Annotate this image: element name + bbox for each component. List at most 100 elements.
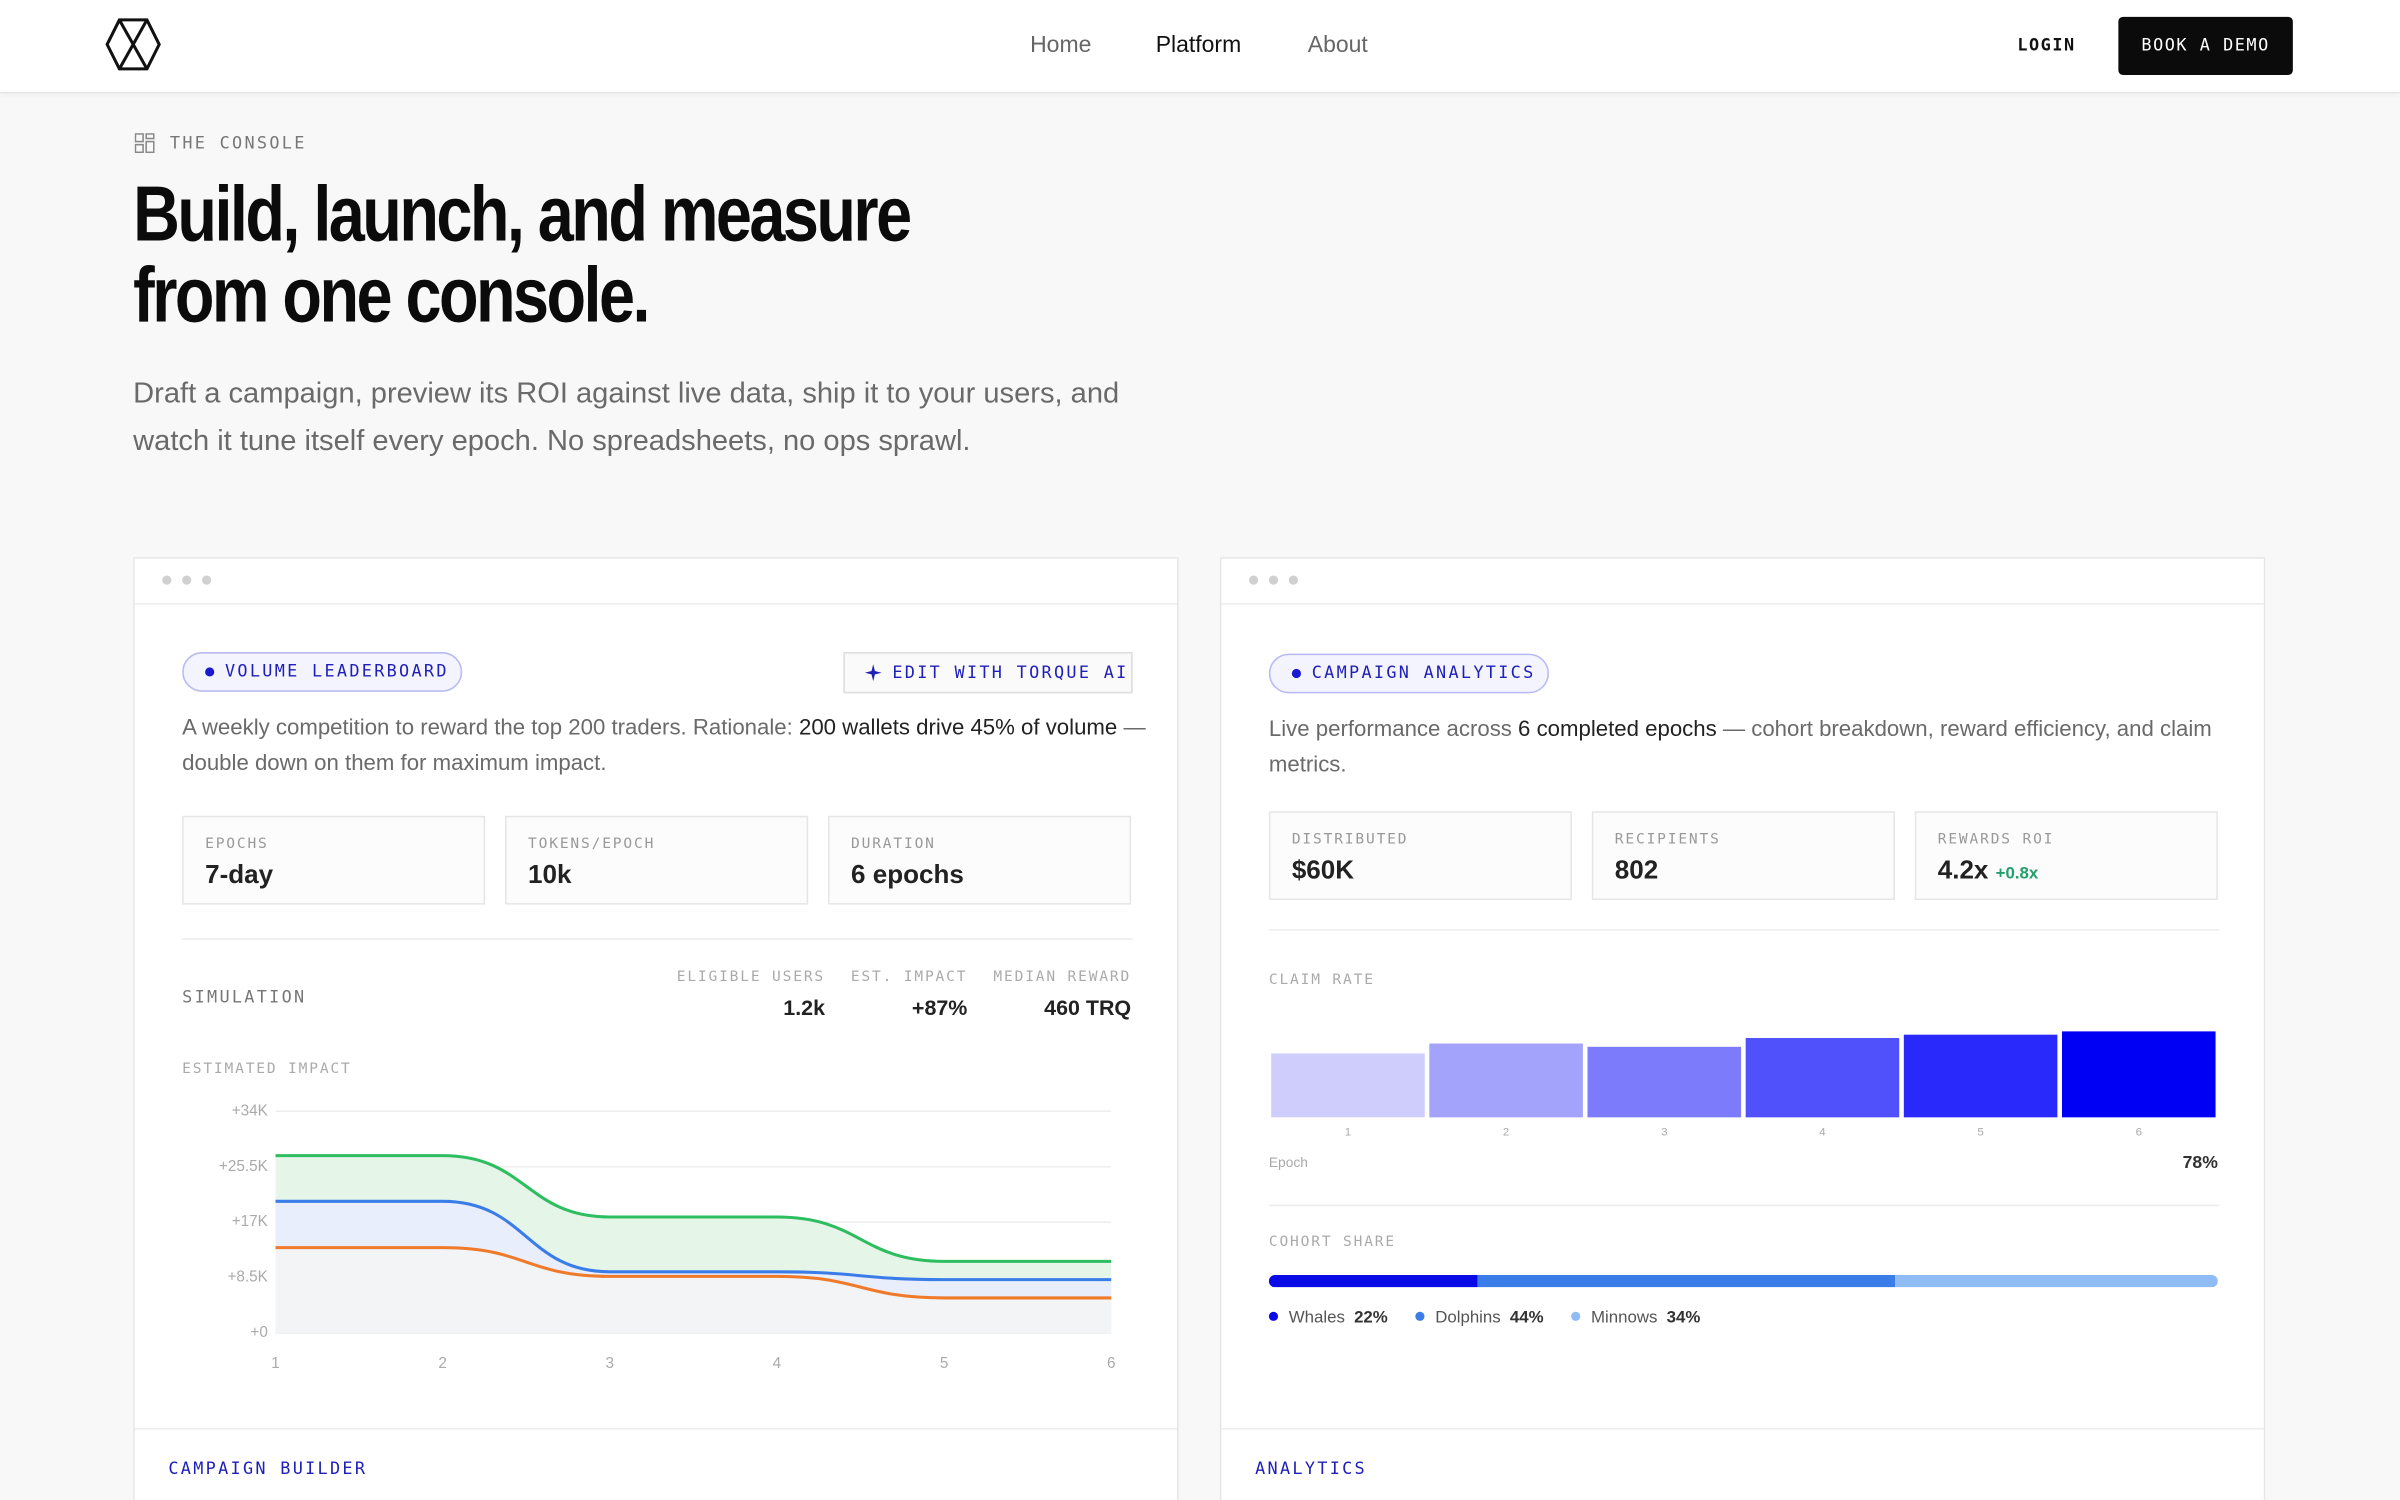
stat-value: 6 epochs — [851, 860, 964, 890]
line — [275, 1199, 1112, 1282]
metric: EST. IMPACT +87% — [851, 969, 968, 1020]
y-tick-label: +25.5K — [219, 1158, 269, 1175]
analytics-card: CAMPAIGN ANALYTICS Live performance acro… — [1219, 557, 2266, 1500]
stat-box: DURATION 6 epochs — [828, 815, 1132, 905]
value-label: 78% — [2183, 1152, 2219, 1172]
x-tick-label: 2 — [438, 1355, 447, 1372]
stat-box: TOKENS/EPOCH 10k — [505, 815, 809, 905]
cohort-segment — [1895, 1274, 2218, 1288]
line — [275, 1154, 1112, 1263]
divider — [1268, 1204, 2220, 1207]
nav-link[interactable]: About — [1307, 32, 1368, 59]
legend-name: Dolphins — [1435, 1307, 1500, 1326]
bar — [1271, 1053, 1425, 1118]
highlight: 6 completed epochs — [1518, 717, 1717, 743]
text: — cohort breakdown, reward efficiency, a… — [1268, 717, 2212, 778]
stat-label: REWARDS ROI — [1937, 831, 2055, 848]
text: A weekly competition to reward the top 2… — [182, 716, 799, 741]
stat-label: RECIPIENTS — [1614, 831, 1721, 848]
card-footer: ANALYTICS — [1255, 1458, 1368, 1479]
edit-label: EDIT WITH TORQUE AI — [892, 662, 1129, 683]
bar — [2061, 1031, 2216, 1118]
card-footer: CAMPAIGN BUILDER — [168, 1458, 368, 1479]
nav-link[interactable]: Platform — [1155, 32, 1242, 59]
x-tick-label: 1 — [1345, 1127, 1351, 1139]
window-bar — [134, 559, 1178, 605]
cohort-segment — [1268, 1274, 1478, 1288]
stat-label: DURATION — [851, 835, 936, 853]
divider — [134, 1428, 1178, 1430]
y-tick-label: +17K — [232, 1213, 269, 1230]
legend-dot — [1571, 1311, 1581, 1321]
y-tick-label: +0 — [250, 1324, 267, 1341]
book-demo-button[interactable]: BOOK A DEMO — [2118, 16, 2293, 75]
chart-title: ESTIMATED IMPACT — [182, 1060, 352, 1078]
hero-title-line: from one console. — [133, 251, 650, 339]
divider — [182, 938, 1133, 940]
stat-label: TOKENS/EPOCH — [528, 835, 656, 853]
stat-box: REWARDS ROI 4.2x +0.8x — [1914, 811, 2218, 900]
bar — [1429, 1043, 1583, 1118]
sparkle-icon — [864, 664, 882, 682]
legend-name: Whales — [1289, 1307, 1345, 1326]
legend-value: 34% — [1667, 1307, 1701, 1326]
bar — [1745, 1037, 1900, 1118]
stat-box: EPOCHS 7-day — [182, 815, 486, 905]
x-axis-label: Epoch — [1269, 1155, 1308, 1170]
stat-value: 4.2x +0.8x — [1938, 856, 2039, 887]
edit-button[interactable]: EDIT WITH TORQUE AI — [843, 652, 1133, 694]
x-tick-label: 4 — [773, 1355, 782, 1372]
logo[interactable] — [104, 17, 162, 72]
bar — [1903, 1034, 2058, 1118]
metric-label: MEDIAN REWARD — [993, 968, 1132, 986]
hero-title: Build, launch, and measure from one cons… — [133, 169, 912, 339]
x-tick-label: 5 — [1977, 1127, 1983, 1139]
metric: ELIGIBLE USERS 1.2k — [677, 969, 825, 1020]
hero-title-line: Build, launch, and measure — [133, 169, 912, 258]
stat-label: DISTRIBUTED — [1291, 831, 1409, 848]
bar — [1587, 1046, 1742, 1118]
hero-subtitle: Draft a campaign, preview its ROI agains… — [133, 370, 1119, 465]
delta: +0.8x — [1995, 864, 2039, 884]
metric-label: ELIGIBLE USERS — [676, 968, 825, 986]
navbar: Home Platform About LOGIN BOOK A DEMO — [0, 0, 2400, 94]
chart-title: COHORT SHARE — [1268, 1233, 1396, 1251]
metric: MEDIAN REWARD 460 TRQ — [993, 969, 1131, 1020]
nav-link[interactable]: Home — [1030, 32, 1092, 59]
legend-dot — [1415, 1311, 1425, 1321]
section-title: SIMULATION — [182, 987, 307, 1008]
stat-label: EPOCHS — [205, 835, 269, 853]
eyebrow: THE CONSOLE — [169, 133, 307, 154]
stat-value: 7-day — [205, 860, 274, 890]
description: A weekly competition to reward the top 2… — [182, 712, 1146, 782]
window-bar — [1221, 559, 2264, 605]
y-tick-label: +8.5K — [227, 1269, 268, 1286]
metric-value: 460 TRQ — [1044, 994, 1132, 1020]
x-tick-label: 4 — [1819, 1127, 1826, 1139]
stat-value: 802 — [1614, 855, 1659, 885]
value: 4.2x — [1937, 855, 1989, 885]
tag: CAMPAIGN ANALYTICS — [1268, 653, 1549, 694]
x-tick-label: 3 — [1661, 1127, 1667, 1139]
line — [275, 1246, 1112, 1300]
chart-title: CLAIM RATE — [1268, 971, 1375, 989]
login[interactable]: LOGIN — [2017, 35, 2076, 56]
cohort-segment — [1477, 1274, 1896, 1288]
legend-dot — [1268, 1311, 1279, 1321]
description: Live performance across 6 completed epoc… — [1269, 713, 2233, 783]
x-tick-label: 3 — [606, 1355, 615, 1372]
metric-value: +87% — [911, 994, 968, 1020]
legend-value: 44% — [1510, 1307, 1544, 1326]
divider — [1268, 929, 2220, 931]
metric-label: EST. IMPACT — [850, 968, 968, 986]
text: — double down on them for maximum impact… — [182, 716, 1146, 777]
area — [275, 1247, 1112, 1334]
stat-value: $60K — [1291, 855, 1355, 885]
y-tick-label: +34K — [232, 1102, 269, 1119]
x-tick-label: 1 — [271, 1355, 280, 1372]
x-tick-label: 2 — [1503, 1127, 1509, 1139]
divider — [1221, 1428, 2264, 1430]
legend-value: 22% — [1354, 1307, 1388, 1326]
